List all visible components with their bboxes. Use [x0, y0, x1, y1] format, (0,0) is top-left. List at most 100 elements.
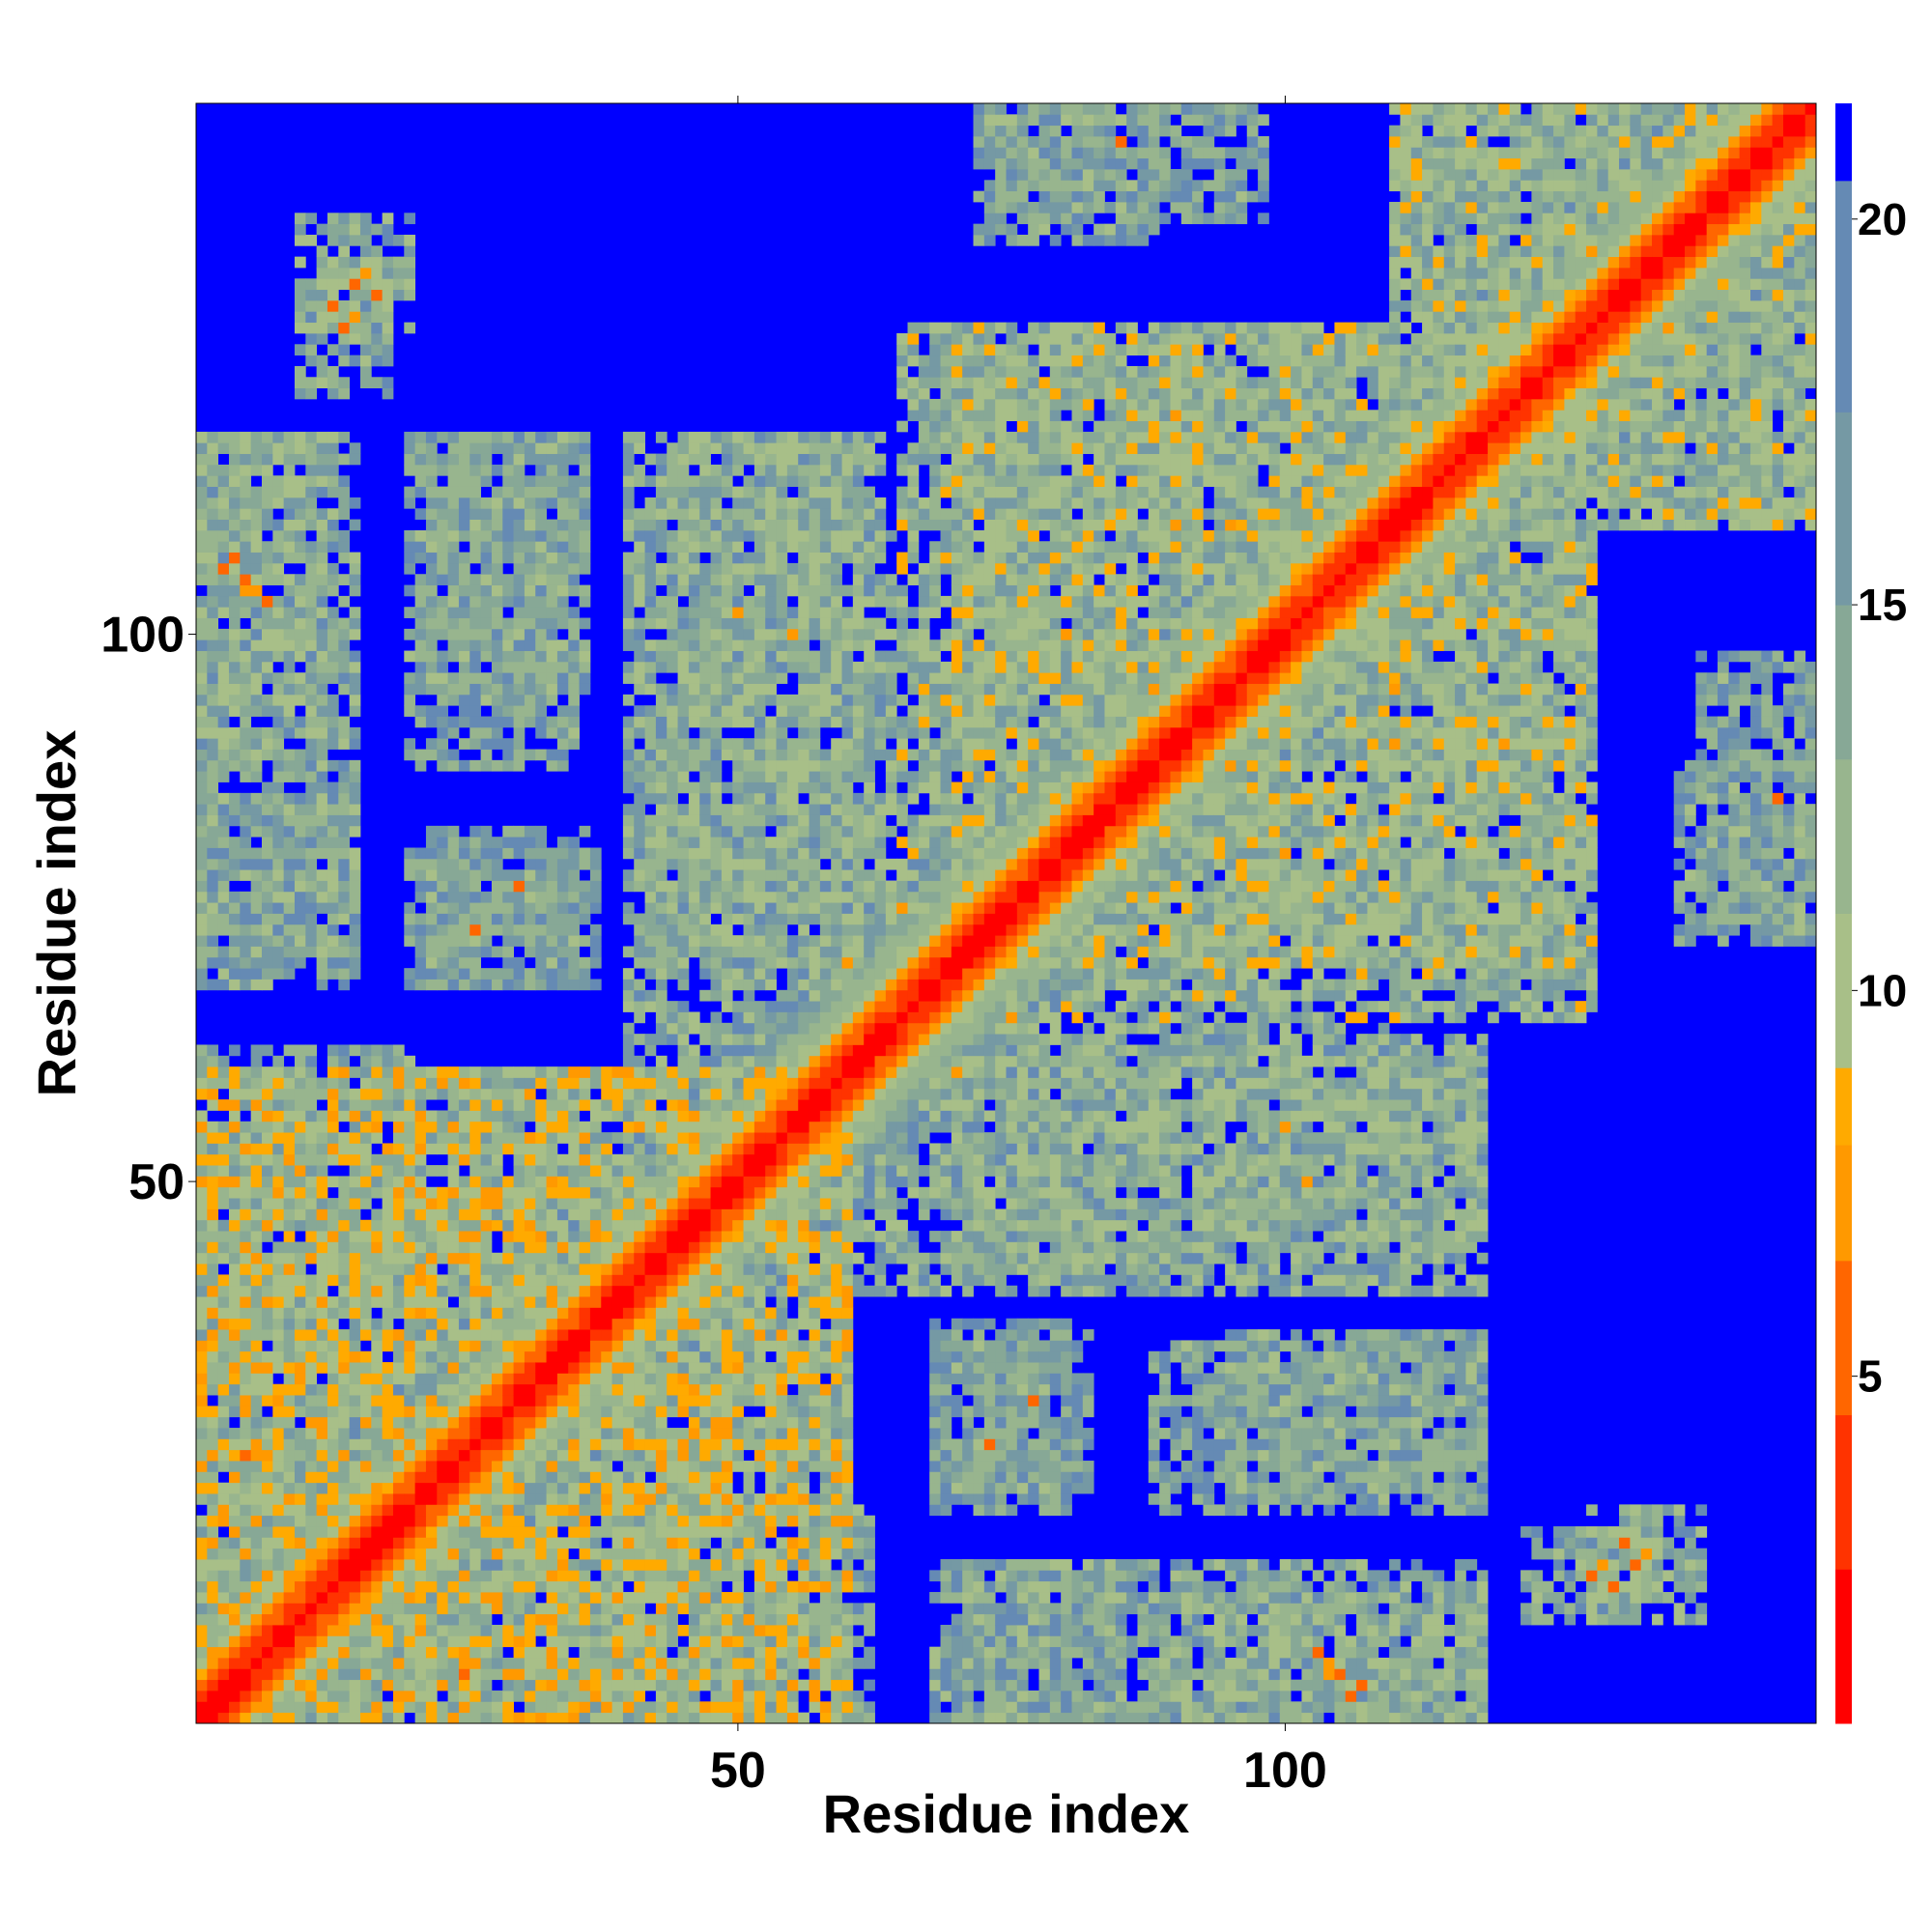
heatmap-cell: [327, 628, 339, 640]
heatmap-cell: [316, 1570, 328, 1582]
heatmap-cell: [196, 1110, 208, 1122]
heatmap-cell: [568, 913, 580, 925]
heatmap-cell: [359, 1143, 372, 1155]
heatmap-cell: [404, 1383, 416, 1396]
heatmap-cell: [207, 1274, 219, 1287]
heatmap-cell: [644, 1307, 657, 1320]
heatmap-cell: [382, 1526, 394, 1538]
heatmap-cell: [359, 1165, 372, 1177]
heatmap-cell: [338, 837, 351, 848]
heatmap-cell: [469, 617, 482, 630]
heatmap-cell: [634, 508, 645, 520]
heatmap-cell: [196, 1231, 208, 1242]
heatmap-cell: [338, 946, 351, 958]
heatmap-cell: [349, 956, 361, 969]
heatmap-cell: [425, 661, 438, 673]
heatmap-cell: [207, 552, 219, 564]
heatmap-cell: [327, 453, 339, 466]
heatmap-cell: [437, 1613, 449, 1626]
heatmap-cell: [535, 1285, 547, 1297]
heatmap-cell: [327, 1132, 339, 1144]
heatmap-cell: [677, 979, 690, 991]
heatmap-cell: [404, 1198, 416, 1209]
heatmap-cell: [261, 1580, 273, 1593]
heatmap-cell: [250, 552, 263, 564]
heatmap-cell: [677, 1548, 690, 1560]
heatmap-cell: [546, 869, 558, 881]
heatmap-cell: [546, 956, 558, 969]
heatmap-cell: [458, 1340, 470, 1352]
heatmap-cell: [513, 1208, 526, 1221]
heatmap-cell: [371, 1383, 384, 1396]
heatmap-cell: [710, 1712, 723, 1724]
heatmap-cell: [447, 913, 460, 925]
heatmap-cell: [217, 694, 230, 706]
heatmap-cell: [469, 1099, 482, 1111]
heatmap-cell: [338, 387, 351, 400]
heatmap-cell: [579, 508, 591, 520]
heatmap-cell: [316, 639, 328, 651]
heatmap-cell: [589, 1646, 602, 1659]
heatmap-cell: [261, 1613, 273, 1626]
heatmap-cell: [667, 607, 678, 618]
heatmap-cell: [644, 1592, 657, 1604]
heatmap-cell: [240, 1471, 252, 1484]
heatmap-cell: [228, 1712, 241, 1724]
heatmap-cell: [556, 1406, 569, 1418]
heatmap-cell: [240, 1132, 252, 1144]
heatmap-cell: [217, 1679, 230, 1691]
heatmap-cell: [556, 902, 569, 914]
heatmap-cell: [721, 1493, 733, 1505]
heatmap-cell: [240, 584, 252, 597]
heatmap-cell: [721, 607, 733, 618]
heatmap-cell: [207, 541, 219, 553]
heatmap-cell: [491, 529, 503, 542]
heatmap-cell: [305, 1625, 318, 1636]
heatmap-cell: [382, 1044, 394, 1057]
heatmap-cell: [327, 847, 339, 860]
heatmap-cell: [228, 541, 241, 553]
heatmap-cell: [458, 1307, 470, 1320]
heatmap-cell: [601, 1416, 612, 1429]
heatmap-cell: [261, 923, 273, 936]
heatmap-cell: [480, 1515, 493, 1527]
heatmap-cell: [655, 1613, 668, 1626]
heatmap-cell: [283, 1077, 296, 1090]
heatmap-cell: [502, 661, 514, 673]
heatmap-cell: [710, 1625, 723, 1636]
heatmap-cell: [447, 902, 460, 914]
heatmap-cell: [622, 1066, 635, 1078]
heatmap-cell: [579, 1198, 591, 1209]
heatmap-cell: [240, 683, 252, 696]
heatmap-cell: [207, 1515, 219, 1527]
heatmap-cell: [272, 1493, 285, 1505]
heatmap-cell: [732, 1153, 744, 1166]
heatmap-cell: [371, 332, 384, 345]
heatmap-cell: [667, 595, 678, 608]
heatmap-cell: [272, 935, 285, 947]
heatmap-cell: [732, 738, 744, 750]
heatmap-cell: [589, 1318, 602, 1330]
heatmap-cell: [425, 607, 438, 618]
heatmap-cell: [655, 1208, 668, 1221]
heatmap-cell: [294, 1428, 306, 1439]
heatmap-cell: [207, 902, 219, 914]
heatmap-cell: [556, 1110, 569, 1122]
heatmap-cell: [667, 683, 678, 696]
heatmap-cell: [710, 1264, 723, 1275]
heatmap-cell: [425, 541, 438, 553]
heatmap-cell: [447, 1690, 460, 1702]
heatmap-cell: [207, 869, 219, 881]
heatmap-cell: [217, 1625, 230, 1636]
heatmap-cell: [228, 1241, 241, 1254]
heatmap-cell: [677, 968, 690, 980]
heatmap-cell: [217, 1406, 230, 1418]
heatmap-cell: [217, 1340, 230, 1352]
heatmap-cell: [535, 1712, 547, 1724]
heatmap-cell: [644, 1088, 657, 1100]
heatmap-cell: [524, 705, 536, 717]
heatmap-cell: [502, 891, 514, 903]
heatmap-cell: [732, 1592, 744, 1604]
heatmap-cell: [240, 1340, 252, 1352]
heatmap-cell: [437, 1077, 449, 1090]
